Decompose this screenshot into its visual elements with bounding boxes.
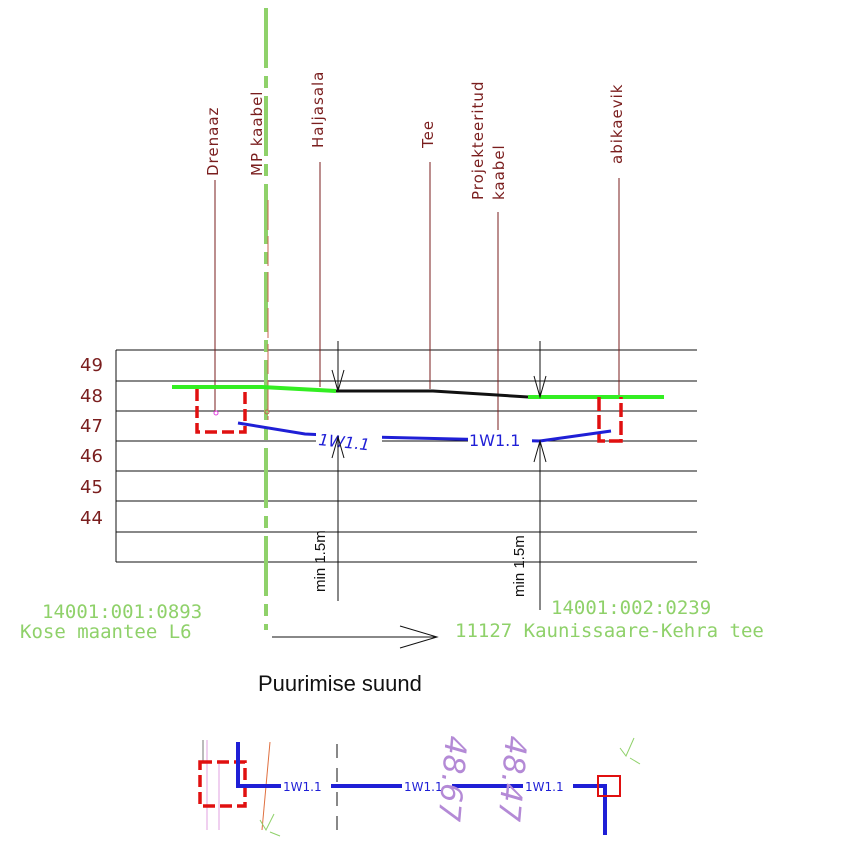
elevation-label: 46 — [80, 446, 103, 467]
parcel-right-id: 14001:002:0239 — [551, 597, 711, 619]
mp-cable-marker — [264, 409, 270, 415]
label-drenaaz: Drenaaz — [204, 107, 222, 176]
plan-drainage-pit — [198, 760, 247, 808]
drainage-marker — [213, 410, 219, 416]
plan-label-bg-2 — [402, 778, 452, 794]
elevation-label: 48 — [80, 386, 103, 407]
elevation-labels: 49 48 47 46 45 44 — [80, 355, 103, 529]
depth-arrows — [331, 341, 547, 610]
cable-label-plan-2: 1W1.1 — [404, 780, 443, 794]
plan-checkmark-left — [259, 813, 275, 832]
parcel-left-road: Kose maantee L6 — [20, 621, 192, 643]
cable-label-bg-right — [468, 430, 532, 448]
plan-view: 1W1.1 1W1.1 1W1.1 48.67 48.47 — [198, 734, 641, 837]
drilling-direction-arrow — [272, 625, 439, 649]
label-haljasala: Haljasala — [309, 71, 327, 148]
cable-label-plan-1: 1W1.1 — [283, 780, 322, 794]
min-depth-label-right: min 1.5m — [511, 535, 528, 597]
cable-label-bg-left — [316, 428, 382, 448]
elevation-label: 44 — [80, 508, 103, 529]
drilling-direction-label: Puurimise suund — [258, 671, 422, 696]
cable-label-plan-3: 1W1.1 — [525, 780, 564, 794]
plan-abikaevik-pit — [597, 775, 621, 797]
plan-dimension-left: 48.67 — [431, 734, 473, 823]
elevation-grid — [115, 349, 697, 563]
layer-labels: Drenaaz MP kaabel Haljasala Tee Projekte… — [204, 71, 626, 200]
road-surface-line — [336, 389, 529, 399]
ground-line-left — [172, 385, 337, 393]
parcel-right-road: 11127 Kaunissaare-Kehra tee — [455, 620, 764, 642]
label-kaabel: kaabel — [490, 144, 508, 200]
label-projekteeritud: Projekteeritud — [469, 81, 487, 200]
label-tee: Tee — [419, 120, 437, 149]
plan-dimension-right: 48.47 — [491, 734, 533, 823]
abikaevik-pit — [597, 397, 623, 443]
plan-label-bg-1 — [281, 778, 331, 794]
plan-checkmark-right — [619, 737, 635, 757]
elevation-label: 49 — [80, 355, 103, 376]
designed-cable-line — [237, 421, 612, 443]
label-leaders — [214, 162, 620, 436]
drainage-pit — [195, 389, 247, 434]
label-mp-kaabel: MP kaabel — [248, 91, 266, 176]
cable-label-profile-right: 1W1.1 — [469, 431, 520, 450]
elevation-label: 47 — [80, 416, 103, 437]
cable-label-profile-left: 1W1.1 — [318, 430, 371, 454]
elevation-label: 45 — [80, 477, 103, 498]
min-depth-label-left: min 1.5m — [312, 530, 329, 592]
plan-checkmark-right-dash — [629, 757, 641, 765]
parcel-left-id: 14001:001:0893 — [42, 601, 202, 623]
plan-checkmark-left-dash — [269, 831, 281, 837]
plan-label-bg-3 — [523, 778, 573, 794]
label-abikaevik: abikaevik — [608, 84, 626, 164]
